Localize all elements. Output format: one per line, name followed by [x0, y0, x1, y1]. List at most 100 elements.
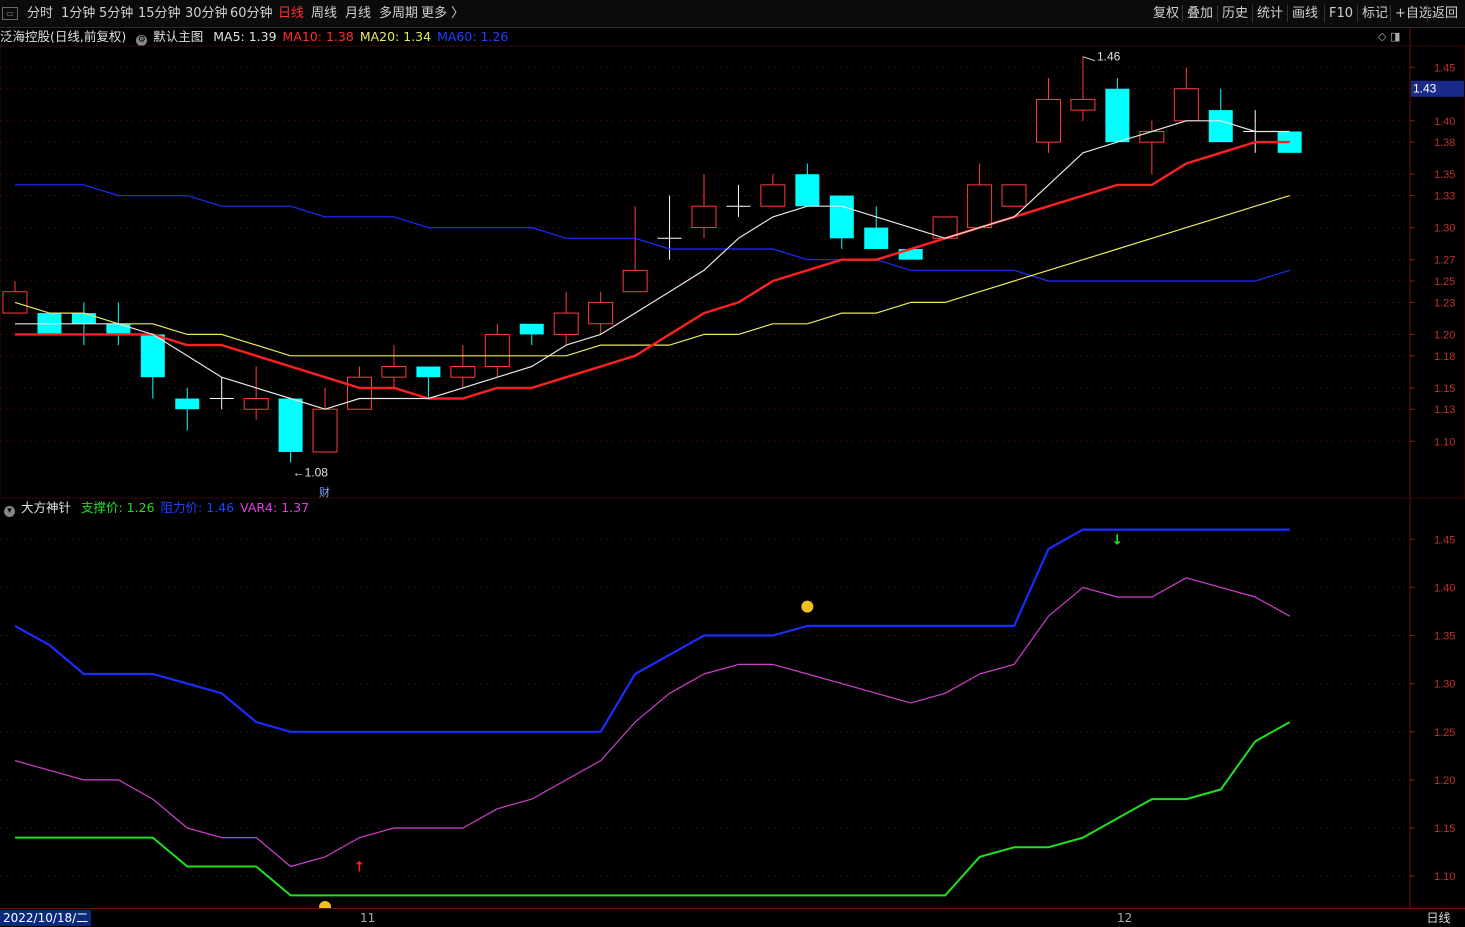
cursor-date: 2022/10/18/二	[0, 910, 92, 926]
period-tab-0[interactable]: 分时	[27, 6, 54, 21]
month-label-12: 12	[1117, 911, 1133, 925]
candle-body	[243, 398, 269, 410]
tool-separator	[1287, 5, 1288, 22]
candle-30	[1036, 78, 1061, 153]
tool-button-2[interactable]: 历史	[1222, 6, 1249, 21]
period-tab-5[interactable]: 60分钟	[230, 6, 273, 21]
indicator-label-1: 阻力价: 1.46	[160, 500, 235, 515]
candle-32	[1105, 78, 1130, 143]
tool-button-0[interactable]: 复权	[1153, 6, 1180, 21]
candle-body	[347, 376, 372, 410]
tool-button-4[interactable]: 画线	[1292, 6, 1319, 21]
candle-26	[898, 248, 923, 260]
tool-button-5[interactable]: F10	[1329, 6, 1354, 21]
candle-7	[243, 366, 269, 420]
tool-button-7[interactable]: +自选	[1395, 6, 1432, 21]
tool-button-1[interactable]: 叠加	[1187, 6, 1214, 21]
candle-body	[175, 398, 200, 410]
window-icon[interactable]: ▭	[2, 7, 18, 20]
period-tab-8[interactable]: 月线	[345, 6, 372, 21]
diamond-icon[interactable]: ◇	[1378, 30, 1387, 43]
candle-body	[1105, 88, 1130, 143]
price-tag-text: 1.43	[1413, 82, 1437, 96]
main-axis-label: 1.27	[1434, 255, 1455, 267]
sub-axis-label: 1.40	[1434, 582, 1455, 594]
ma10-line	[15, 140, 1290, 400]
candle-body	[71, 313, 96, 324]
candle-body	[140, 334, 165, 378]
candle-20	[691, 174, 717, 239]
indicator-menu-icon[interactable]: ▾	[4, 506, 15, 517]
high-price-label: 1.46	[1097, 50, 1121, 64]
period-tab-6[interactable]: 日线	[278, 6, 305, 21]
time-axis-bar: 2022/10/18/二 11 12 日线	[0, 908, 1465, 927]
candle-27	[932, 216, 958, 239]
candle-13	[450, 345, 476, 388]
candle-body	[898, 248, 923, 260]
chart-mode: (日线,前复权)	[50, 29, 127, 44]
candle-23	[795, 163, 820, 207]
tool-button-3[interactable]: 统计	[1257, 6, 1284, 21]
candle-body	[106, 323, 131, 335]
candle-10	[347, 366, 372, 410]
main-axis-label: 1.20	[1434, 329, 1455, 341]
period-indicator[interactable]: 日线	[1426, 911, 1451, 925]
candle-0	[2, 281, 28, 314]
candle-body	[416, 366, 441, 378]
candle-22	[760, 174, 786, 207]
candle-body	[1036, 98, 1061, 143]
candle-34	[1173, 67, 1199, 122]
tool-separator	[1217, 5, 1218, 22]
period-tab-9[interactable]: 多周期	[379, 6, 419, 21]
period-tab-1[interactable]: 1分钟	[61, 6, 96, 21]
period-tab-2[interactable]: 5分钟	[99, 6, 134, 21]
template-name[interactable]: 默认主图	[153, 29, 204, 44]
period-tab-10[interactable]: 更多 〉	[421, 6, 465, 21]
tool-button-8[interactable]: 返回	[1432, 6, 1459, 21]
ma-label-0: MA5: 1.39	[213, 29, 277, 44]
ma-label-2: MA20: 1.34	[359, 29, 432, 44]
tool-button-6[interactable]: 标记	[1362, 6, 1389, 21]
candle-body	[691, 205, 717, 229]
period-tab-3[interactable]: 15分钟	[138, 6, 181, 21]
smiley-icon	[801, 600, 814, 613]
main-axis-label: 1.15	[1434, 383, 1455, 395]
period-tab-7[interactable]: 周线	[311, 6, 338, 21]
period-tab-4[interactable]: 30分钟	[185, 6, 228, 21]
candle-18	[622, 206, 648, 293]
settings-icon[interactable]: ⚙	[136, 35, 148, 46]
candle-body	[381, 365, 407, 378]
sub-axis-label: 1.45	[1434, 534, 1455, 546]
main-axis-label: 1.23	[1434, 297, 1455, 309]
ma-label-1: MA10: 1.38	[282, 29, 354, 44]
expand-icon[interactable]: ◨	[1389, 30, 1401, 43]
var4-line	[14, 577, 1290, 868]
stock-name: 泛海控股	[0, 29, 51, 44]
toolbar: ▭ 分时 1分钟 5分钟 15分钟 30分钟 60分钟 日线 周线 月线 多周期 更多 〉 复权 叠加…	[0, 0, 1465, 28]
sub-axis-label: 1.25	[1434, 727, 1455, 739]
main-axis-label: 1.45	[1434, 62, 1455, 74]
candle-body	[312, 408, 338, 453]
event-marker: 财	[319, 485, 330, 499]
candle-6	[209, 377, 234, 410]
candle-31	[1070, 56, 1096, 121]
candle-body	[967, 184, 993, 229]
main-axis-label: 1.25	[1434, 276, 1455, 288]
ma-label-3: MA60: 1.26	[437, 29, 509, 44]
candle-body	[588, 301, 614, 325]
candle-28	[967, 163, 993, 229]
candle-21	[726, 184, 751, 217]
price-tag-bg	[1411, 80, 1464, 97]
candle-4	[140, 334, 165, 399]
main-axis-label: 1.35	[1434, 169, 1455, 181]
indicator-name[interactable]: 大方神针	[21, 500, 72, 515]
candle-body	[519, 323, 544, 335]
candle-15	[519, 323, 544, 346]
tool-separator	[1252, 5, 1253, 22]
ma5-line	[15, 120, 1290, 410]
candle-body	[864, 227, 889, 249]
main-panel-frame	[0, 45, 1465, 499]
main-info-bar: 泛海控股(日线,前复权) ⚙ 默认主图 MA5: 1.39 MA10: 1.38 MA…	[0, 28, 520, 46]
support-line	[15, 721, 1291, 897]
